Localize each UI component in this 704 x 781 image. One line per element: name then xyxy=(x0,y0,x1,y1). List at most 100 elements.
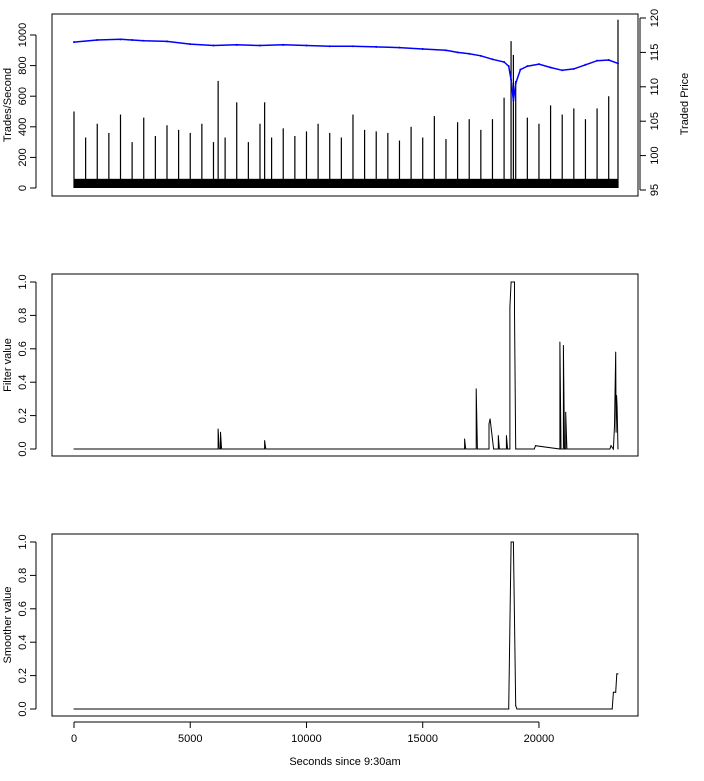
filter-value-point xyxy=(616,406,618,408)
trade-rate-bar xyxy=(131,142,133,188)
y-tick-label: 0.6 xyxy=(17,341,29,356)
filter-value-point xyxy=(498,448,500,450)
plot-frame xyxy=(51,13,639,197)
filter-value-point xyxy=(497,448,499,450)
price-point xyxy=(607,58,610,61)
price-point xyxy=(479,54,482,57)
x-tick-label: 0 xyxy=(71,733,77,745)
trade-rate-bar xyxy=(236,102,238,188)
filter-value-point xyxy=(616,395,618,397)
trade-rate-bar xyxy=(85,137,87,188)
trade-rate-bar xyxy=(178,129,180,188)
price-line xyxy=(73,38,619,101)
y-tick-label: 0.4 xyxy=(17,635,29,650)
filter-value-point xyxy=(564,448,566,450)
price-point xyxy=(421,47,424,50)
price-point xyxy=(526,65,529,68)
y2-tick-label: 100 xyxy=(649,146,661,164)
filter-value-point xyxy=(217,428,219,430)
y-tick-label: 0.2 xyxy=(17,668,29,683)
smoother-value-point xyxy=(73,708,75,710)
filter-value-point xyxy=(512,281,514,283)
trade-rate-bar xyxy=(515,80,517,188)
trade-rate-bar xyxy=(491,119,494,188)
filter-value-line xyxy=(74,281,619,451)
filter-value-point xyxy=(488,423,490,425)
trade-rate-bar xyxy=(561,114,563,188)
trade-rate-bar xyxy=(387,132,389,188)
filter-value-point xyxy=(560,448,562,450)
trade-rate-bar xyxy=(480,129,482,188)
filter-value-point xyxy=(566,448,568,450)
price-point xyxy=(510,78,513,81)
filter-value-point xyxy=(612,448,614,450)
filter-value-point xyxy=(217,448,219,450)
price-point xyxy=(514,82,517,85)
filter-value-point xyxy=(464,448,466,450)
filter-value-point xyxy=(514,281,516,283)
filter-value-point xyxy=(505,448,507,450)
y-tick-label: 200 xyxy=(17,148,29,166)
y2-axis-title: Traded Price xyxy=(679,73,691,136)
trade-rate-bar xyxy=(143,117,145,188)
smoother-value-point xyxy=(616,673,618,675)
price-point xyxy=(351,45,354,48)
smoother-value-point xyxy=(615,691,617,693)
filter-value-point xyxy=(264,448,266,450)
filter-value-point xyxy=(562,448,564,450)
filter-value-point xyxy=(505,435,507,437)
trade-rate-bar xyxy=(119,114,122,188)
y-tick-label: 600 xyxy=(17,87,29,105)
filter-value-point xyxy=(559,448,561,450)
x-tick-label: 10000 xyxy=(291,733,322,745)
y-tick-label: 1.0 xyxy=(17,534,29,549)
price-point xyxy=(507,65,510,68)
trade-rate-bar xyxy=(217,80,219,188)
y-axis-title: Smoother value xyxy=(2,586,14,663)
trade-rate-bar xyxy=(596,108,598,188)
trade-rate-bar xyxy=(398,140,401,188)
price-point xyxy=(537,63,540,66)
trade-rate-bar xyxy=(584,119,587,188)
price-point xyxy=(142,39,145,42)
filter-value-point xyxy=(615,351,617,353)
trade-rate-bar xyxy=(317,123,319,188)
filter-value-point xyxy=(507,448,509,450)
price-point xyxy=(96,39,99,42)
smoother-value-point xyxy=(612,691,614,693)
filter-value-point xyxy=(615,431,617,433)
smoother-value-line xyxy=(74,541,618,710)
y2-tick-label: 110 xyxy=(649,78,661,96)
filter-value-point xyxy=(264,440,266,442)
y-tick-label: 0.0 xyxy=(17,441,29,456)
trade-rate-bar xyxy=(526,117,528,188)
filter-value-point xyxy=(218,448,220,450)
trade-rate-bar xyxy=(294,135,296,188)
filter-value-point xyxy=(221,448,223,450)
plot-frame xyxy=(51,273,639,457)
filter-value-point xyxy=(565,448,567,450)
y-axis-title: Trades/Second xyxy=(2,68,14,142)
y-axis-title: Filter value xyxy=(2,338,14,392)
filter-value-point xyxy=(516,448,518,450)
trade-rate-bar xyxy=(305,131,308,188)
filter-value-point xyxy=(488,448,490,450)
smoother-value-point xyxy=(516,708,518,710)
filter-value-point xyxy=(493,448,495,450)
trade-rate-bar xyxy=(503,97,505,188)
price-point xyxy=(468,52,471,55)
smoother-value-point xyxy=(617,673,619,675)
price-point xyxy=(131,39,134,42)
filter-value-point xyxy=(465,448,467,450)
filter-value-point xyxy=(617,448,619,450)
price-point xyxy=(235,43,238,46)
filter-value-point xyxy=(514,311,516,313)
price-point xyxy=(561,69,564,72)
x-tick-label: 15000 xyxy=(407,733,438,745)
y-tick-label: 0.4 xyxy=(17,375,29,390)
filter-value-point xyxy=(610,445,612,447)
price-point xyxy=(512,99,515,102)
trade-rate-bar xyxy=(422,137,424,188)
trade-rate-bar xyxy=(549,105,552,188)
trade-rate-bar xyxy=(166,125,168,188)
